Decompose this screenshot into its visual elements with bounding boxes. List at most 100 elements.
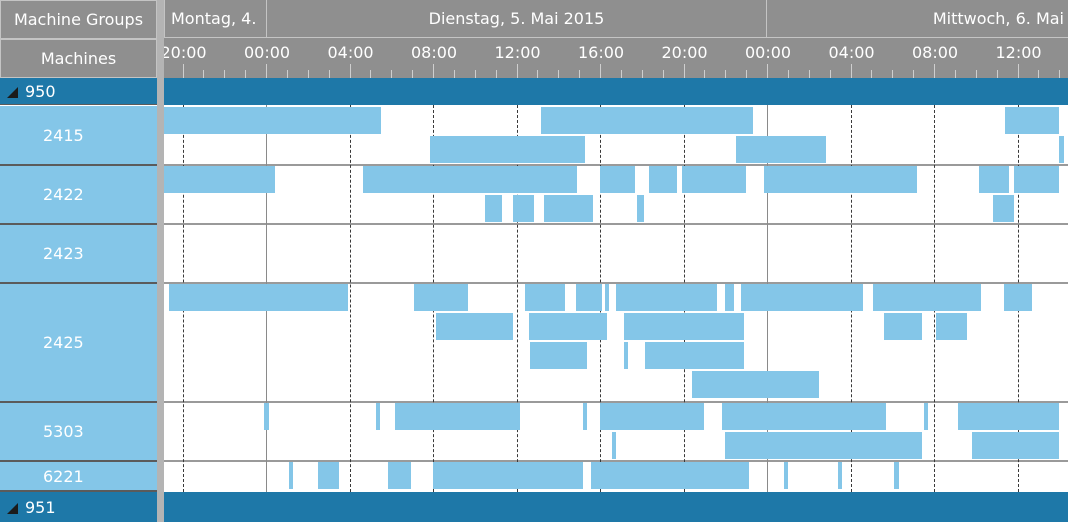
hour-tick bbox=[851, 64, 852, 78]
task-bar[interactable] bbox=[513, 195, 534, 222]
task-bar[interactable] bbox=[736, 136, 826, 163]
task-bar[interactable] bbox=[1004, 284, 1032, 311]
hour-tick bbox=[809, 70, 810, 78]
task-bar[interactable] bbox=[591, 462, 749, 489]
task-bar[interactable] bbox=[993, 195, 1014, 222]
task-bar[interactable] bbox=[605, 284, 609, 311]
task-bar[interactable] bbox=[722, 403, 886, 430]
hour-tick bbox=[788, 70, 789, 78]
task-bar[interactable] bbox=[725, 432, 922, 459]
task-bar[interactable] bbox=[583, 403, 587, 430]
task-bar[interactable] bbox=[600, 166, 635, 193]
machine-groups-header[interactable]: Machine Groups bbox=[0, 0, 157, 39]
task-bar[interactable] bbox=[433, 462, 583, 489]
task-bar[interactable] bbox=[485, 195, 502, 222]
panel-splitter[interactable] bbox=[157, 0, 164, 522]
day-label: Dienstag, 5. Mai 2015 bbox=[428, 9, 605, 28]
task-bar[interactable] bbox=[164, 166, 275, 193]
collapse-triangle-icon[interactable] bbox=[7, 503, 18, 514]
task-bar[interactable] bbox=[318, 462, 339, 489]
machine-label: 2422 bbox=[43, 185, 84, 204]
task-bar[interactable] bbox=[624, 342, 628, 369]
machine-row-2422[interactable]: 2422 bbox=[0, 166, 157, 225]
machine-row-2415[interactable]: 2415 bbox=[0, 106, 157, 166]
task-bar[interactable] bbox=[395, 403, 520, 430]
hour-tick bbox=[830, 70, 831, 78]
hour-tick bbox=[183, 64, 184, 78]
task-bar[interactable] bbox=[264, 403, 269, 430]
task-bar[interactable] bbox=[169, 284, 348, 311]
task-bar[interactable] bbox=[972, 432, 1059, 459]
hour-tick bbox=[245, 70, 246, 78]
day-header: Dienstag, 5. Mai 2015 bbox=[266, 0, 766, 38]
machine-row-2425[interactable]: 2425 bbox=[0, 284, 157, 403]
task-bar[interactable] bbox=[436, 313, 513, 340]
task-bar[interactable] bbox=[979, 166, 1009, 193]
hour-tick bbox=[725, 70, 726, 78]
machine-groups-header-label: Machine Groups bbox=[13, 10, 144, 29]
task-bar[interactable] bbox=[894, 462, 899, 489]
task-bar[interactable] bbox=[600, 403, 704, 430]
task-bar[interactable] bbox=[164, 107, 381, 134]
machine-label: 5303 bbox=[43, 422, 84, 441]
task-bar[interactable] bbox=[616, 284, 717, 311]
task-bar[interactable] bbox=[649, 166, 677, 193]
hour-tick bbox=[266, 64, 267, 78]
task-bar[interactable] bbox=[924, 403, 928, 430]
task-bar[interactable] bbox=[884, 313, 922, 340]
task-bar[interactable] bbox=[873, 284, 981, 311]
hour-tick bbox=[224, 70, 225, 78]
task-bar[interactable] bbox=[645, 342, 744, 369]
task-bar[interactable] bbox=[692, 371, 819, 398]
task-bar[interactable] bbox=[958, 403, 1059, 430]
task-bar[interactable] bbox=[529, 313, 607, 340]
task-bar[interactable] bbox=[376, 403, 380, 430]
machine-row-2423[interactable]: 2423 bbox=[0, 225, 157, 284]
task-bar[interactable] bbox=[682, 166, 746, 193]
task-bar[interactable] bbox=[838, 462, 842, 489]
hour-label: 00:00 bbox=[244, 43, 291, 62]
group-row-951[interactable]: 951 bbox=[0, 492, 157, 522]
hour-tick bbox=[621, 70, 622, 78]
task-bar[interactable] bbox=[612, 432, 616, 459]
task-bar[interactable] bbox=[525, 284, 565, 311]
collapse-triangle-icon[interactable] bbox=[7, 87, 18, 98]
task-bar[interactable] bbox=[784, 462, 788, 489]
machines-header[interactable]: Machines bbox=[0, 39, 157, 78]
hour-tick bbox=[976, 70, 977, 78]
task-bar[interactable] bbox=[741, 284, 863, 311]
task-bar[interactable] bbox=[388, 462, 411, 489]
task-bar[interactable] bbox=[1005, 107, 1059, 134]
hour-tick bbox=[517, 64, 518, 78]
hour-tick bbox=[203, 70, 204, 78]
row-divider bbox=[164, 460, 1068, 462]
task-bar[interactable] bbox=[936, 313, 967, 340]
task-bar[interactable] bbox=[576, 284, 602, 311]
group-row-950[interactable]: 950 bbox=[0, 78, 157, 105]
group-label: 951 bbox=[25, 497, 56, 517]
task-bar[interactable] bbox=[637, 195, 644, 222]
task-bar[interactable] bbox=[289, 462, 293, 489]
task-bar[interactable] bbox=[624, 313, 744, 340]
machine-row-6221[interactable]: 6221 bbox=[0, 462, 157, 492]
hour-tick bbox=[934, 64, 935, 78]
task-bar[interactable] bbox=[1059, 136, 1064, 163]
task-bar[interactable] bbox=[725, 284, 734, 311]
group-band-951 bbox=[164, 492, 1068, 522]
hour-tick bbox=[350, 64, 351, 78]
machine-row-5303[interactable]: 5303 bbox=[0, 403, 157, 462]
task-bar[interactable] bbox=[544, 195, 593, 222]
group-label: 950 bbox=[25, 81, 56, 101]
hour-label: 12:00 bbox=[494, 43, 541, 62]
row-divider bbox=[164, 223, 1068, 225]
task-bar[interactable] bbox=[363, 166, 577, 193]
machines-header-label: Machines bbox=[40, 49, 117, 68]
task-bar[interactable] bbox=[414, 284, 468, 311]
task-bar[interactable] bbox=[430, 136, 585, 163]
hour-label: 16:00 bbox=[578, 43, 625, 62]
task-bar[interactable] bbox=[541, 107, 753, 134]
task-bar[interactable] bbox=[764, 166, 917, 193]
task-bar[interactable] bbox=[1014, 166, 1059, 193]
task-bar[interactable] bbox=[530, 342, 587, 369]
gantt-chart[interactable] bbox=[164, 78, 1068, 522]
